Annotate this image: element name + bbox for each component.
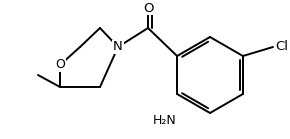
Text: O: O [55,59,65,71]
Text: O: O [143,2,153,14]
Text: H₂N: H₂N [153,114,177,126]
Text: Cl: Cl [275,40,288,54]
Text: N: N [113,40,123,54]
